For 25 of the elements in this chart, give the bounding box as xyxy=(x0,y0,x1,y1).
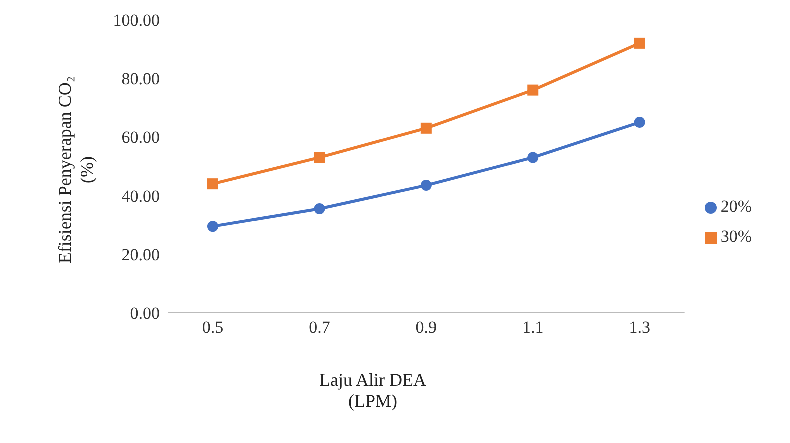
point xyxy=(420,180,432,192)
point xyxy=(528,152,539,164)
y-axis-title: Efisiensi Penyerapan CO₂ (%) xyxy=(54,75,98,265)
point xyxy=(314,203,326,214)
legend-label: 30% xyxy=(720,226,752,246)
point xyxy=(208,178,218,190)
point xyxy=(634,38,646,49)
x-tick-label: 1.1 xyxy=(522,318,544,338)
point xyxy=(634,117,646,128)
y-tick-label: 40.00 xyxy=(122,186,160,206)
y-tick-label: 100.00 xyxy=(113,11,160,30)
y-tick-label: 80.00 xyxy=(122,70,160,89)
y-tick-label: 60.00 xyxy=(122,128,160,148)
point xyxy=(208,221,218,232)
x-tick-label: 0.9 xyxy=(416,318,438,338)
x-tick-label: 1.3 xyxy=(629,318,650,338)
y-tick-label: 20.00 xyxy=(122,245,160,264)
x-tick-label: 0.5 xyxy=(202,318,224,338)
x-axis-title: Laju Alir DEA (LPM) xyxy=(318,370,428,412)
point xyxy=(314,152,326,164)
x-tick-label: 0.7 xyxy=(309,318,331,338)
y-tick-label: 0.00 xyxy=(130,304,160,324)
legend-label: 20% xyxy=(720,196,752,216)
point xyxy=(420,122,432,134)
point xyxy=(528,84,539,96)
